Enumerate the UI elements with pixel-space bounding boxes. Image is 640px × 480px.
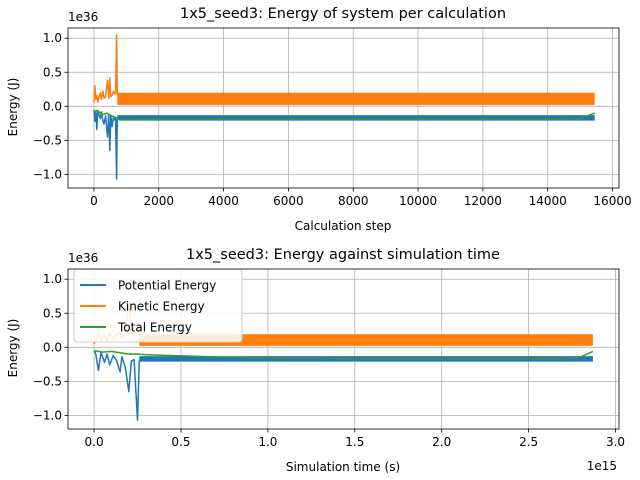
subplot-energy-per-step: 1x5_seed3: Energy of system per calculat…	[6, 6, 632, 233]
y-tick-label: 0.0	[43, 340, 62, 354]
series-band-potential-energy	[117, 115, 595, 120]
y-offset-label: 1e36	[68, 10, 98, 24]
series-line-kinetic-energy	[93, 34, 595, 103]
series-line-potential-energy	[93, 109, 595, 180]
x-tick-label: 2.0	[432, 435, 451, 449]
x-tick-label: 2.5	[519, 435, 538, 449]
y-axis-label: Energy (J)	[6, 78, 20, 137]
legend-label-total: Total Energy	[117, 321, 192, 335]
x-tick-label: 1.0	[258, 435, 277, 449]
legend: Potential Energy Kinetic Energy Total En…	[73, 268, 243, 343]
y-tick-label: 0.0	[43, 99, 62, 113]
x-tick-label: 4000	[208, 194, 239, 208]
x-tick-label: 16000	[593, 194, 631, 208]
series-band-kinetic-energy	[117, 92, 595, 105]
axes-frame	[67, 268, 620, 430]
axes-frame	[67, 27, 620, 189]
y-tick-label: −1.0	[33, 408, 62, 422]
series-line-potential-energy	[93, 350, 593, 421]
chart-title: 1x5_seed3: Energy against simulation tim…	[186, 247, 500, 263]
plot-area	[93, 34, 595, 180]
subplot-energy-vs-time: 1x5_seed3: Energy against simulation tim…	[6, 247, 625, 474]
x-tick-label: 0.5	[171, 435, 190, 449]
x-tick-label: 0.0	[85, 435, 104, 449]
x-tick-label: 0	[90, 194, 98, 208]
y-tick-label: −0.5	[33, 374, 62, 388]
y-tick-label: 1.0	[43, 272, 62, 286]
x-tick-label: 12000	[464, 194, 502, 208]
y-axis-label: Energy (J)	[6, 319, 20, 378]
x-offset-label: 1e15	[587, 459, 617, 473]
x-tick-label: 10000	[399, 194, 437, 208]
chart-title: 1x5_seed3: Energy of system per calculat…	[180, 6, 506, 22]
x-axis-label: Simulation time (s)	[286, 460, 400, 474]
y-offset-label: 1e36	[68, 251, 98, 265]
x-tick-label: 2000	[143, 194, 174, 208]
series-band-kinetic-energy	[139, 335, 593, 346]
series-line-total-energy	[93, 349, 594, 360]
x-tick-label: 1.5	[345, 435, 364, 449]
legend-label-kinetic: Kinetic Energy	[118, 300, 205, 314]
legend-label-potential: Potential Energy	[118, 279, 216, 293]
x-axis-label: Calculation step	[295, 219, 392, 233]
y-tick-label: 0.5	[43, 65, 62, 79]
y-tick-label: 0.5	[43, 306, 62, 320]
series-line-total-energy	[93, 109, 595, 121]
y-tick-label: −0.5	[33, 133, 62, 147]
x-tick-label: 14000	[529, 194, 567, 208]
x-tick-label: 3.0	[606, 435, 625, 449]
y-tick-label: −1.0	[33, 167, 62, 181]
x-tick-label: 8000	[338, 194, 369, 208]
x-tick-label: 6000	[273, 194, 304, 208]
y-tick-label: 1.0	[43, 31, 62, 45]
